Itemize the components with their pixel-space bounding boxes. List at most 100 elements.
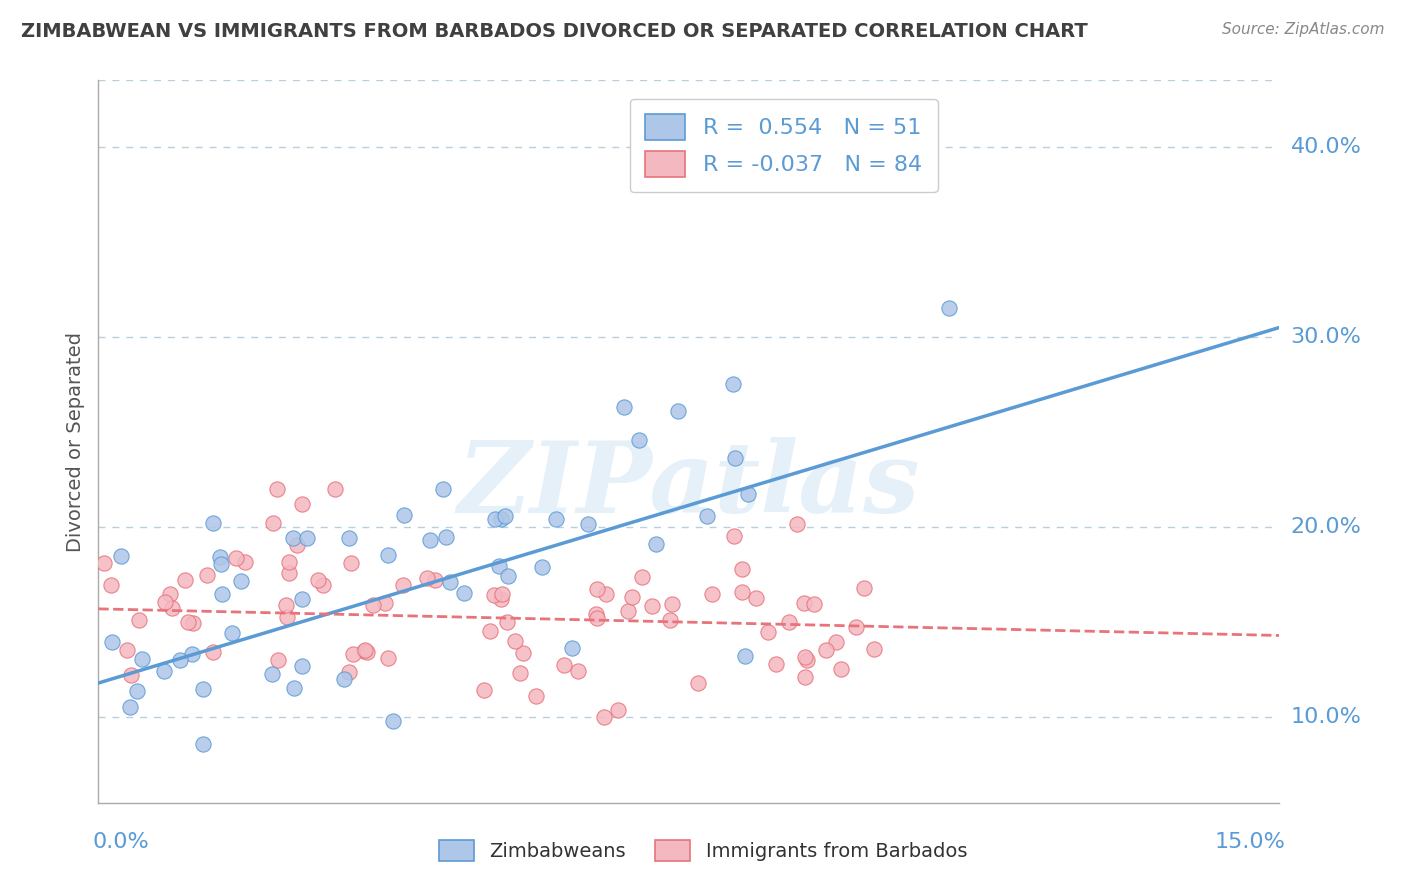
Point xyxy=(852,581,875,595)
Point xyxy=(509,666,531,681)
Point xyxy=(724,450,747,465)
Point xyxy=(392,578,415,592)
Point xyxy=(661,598,683,612)
Point xyxy=(382,714,405,728)
Point xyxy=(131,651,153,665)
Point xyxy=(472,683,495,698)
Point xyxy=(586,611,609,625)
Point xyxy=(423,573,446,587)
Point xyxy=(267,652,290,666)
Point xyxy=(201,516,224,530)
Point xyxy=(484,589,506,603)
Point xyxy=(745,591,768,606)
Point xyxy=(765,657,787,672)
Point xyxy=(512,646,534,660)
Point xyxy=(453,586,475,600)
Point xyxy=(152,664,174,678)
Point xyxy=(100,578,122,592)
Point xyxy=(593,710,616,724)
Point xyxy=(628,434,651,448)
Point xyxy=(229,574,252,588)
Y-axis label: Divorced or Separated: Divorced or Separated xyxy=(66,332,84,551)
Point xyxy=(620,591,643,605)
Point xyxy=(225,551,247,566)
Point xyxy=(723,377,745,392)
Point xyxy=(488,558,510,573)
Text: 0.0%: 0.0% xyxy=(93,831,149,852)
Point xyxy=(201,645,224,659)
Legend: R =  0.554   N = 51, R = -0.037   N = 84: R = 0.554 N = 51, R = -0.037 N = 84 xyxy=(630,99,938,192)
Point xyxy=(644,537,666,551)
Point xyxy=(803,597,825,611)
Point xyxy=(363,598,385,612)
Text: 40.0%: 40.0% xyxy=(1291,136,1361,157)
Point xyxy=(561,641,583,656)
Point xyxy=(160,600,183,615)
Point xyxy=(374,596,396,610)
Point xyxy=(278,566,301,580)
Point xyxy=(436,530,458,544)
Point xyxy=(262,516,284,530)
Point xyxy=(863,641,886,656)
Point xyxy=(274,598,297,612)
Point xyxy=(793,649,815,664)
Point xyxy=(688,675,710,690)
Point xyxy=(439,574,461,589)
Point xyxy=(291,592,314,607)
Point xyxy=(356,645,378,659)
Point xyxy=(191,737,214,751)
Point xyxy=(666,404,689,418)
Point xyxy=(307,573,329,587)
Point xyxy=(796,653,818,667)
Point xyxy=(312,577,335,591)
Point xyxy=(613,400,636,414)
Point xyxy=(419,533,441,547)
Point xyxy=(353,644,375,658)
Point xyxy=(120,668,142,682)
Point xyxy=(276,610,298,624)
Point xyxy=(209,549,232,564)
Point xyxy=(177,615,200,630)
Point xyxy=(793,596,815,610)
Point xyxy=(392,508,415,523)
Legend: Zimbabweans, Immigrants from Barbados: Zimbabweans, Immigrants from Barbados xyxy=(432,832,974,869)
Point xyxy=(815,642,838,657)
Point xyxy=(607,703,630,717)
Point xyxy=(756,624,779,639)
Point xyxy=(793,670,815,684)
Point xyxy=(127,683,149,698)
Text: ZIMBABWEAN VS IMMIGRANTS FROM BARBADOS DIVORCED OR SEPARATED CORRELATION CHART: ZIMBABWEAN VS IMMIGRANTS FROM BARBADOS D… xyxy=(21,22,1088,41)
Point xyxy=(260,666,283,681)
Point xyxy=(221,626,243,640)
Point xyxy=(553,657,575,672)
Point xyxy=(496,568,519,582)
Point xyxy=(737,487,759,501)
Point xyxy=(567,665,589,679)
Point xyxy=(432,482,454,496)
Point xyxy=(702,586,724,600)
Point xyxy=(283,681,305,696)
Point xyxy=(530,559,553,574)
Point xyxy=(595,587,617,601)
Point xyxy=(723,528,745,542)
Point xyxy=(342,647,364,661)
Point xyxy=(731,584,754,599)
Point xyxy=(586,582,609,596)
Point xyxy=(290,497,312,511)
Point xyxy=(489,511,512,525)
Point xyxy=(830,662,852,676)
Point xyxy=(377,651,399,665)
Point xyxy=(496,615,519,630)
Point xyxy=(845,619,868,633)
Point xyxy=(159,586,181,600)
Point xyxy=(118,699,141,714)
Point xyxy=(340,557,363,571)
Text: 20.0%: 20.0% xyxy=(1291,517,1361,537)
Point xyxy=(938,301,960,316)
Point xyxy=(659,614,682,628)
Point xyxy=(174,573,197,587)
Text: ZIPatlas: ZIPatlas xyxy=(458,437,920,533)
Point xyxy=(291,659,314,673)
Point xyxy=(786,516,808,531)
Point xyxy=(778,615,800,629)
